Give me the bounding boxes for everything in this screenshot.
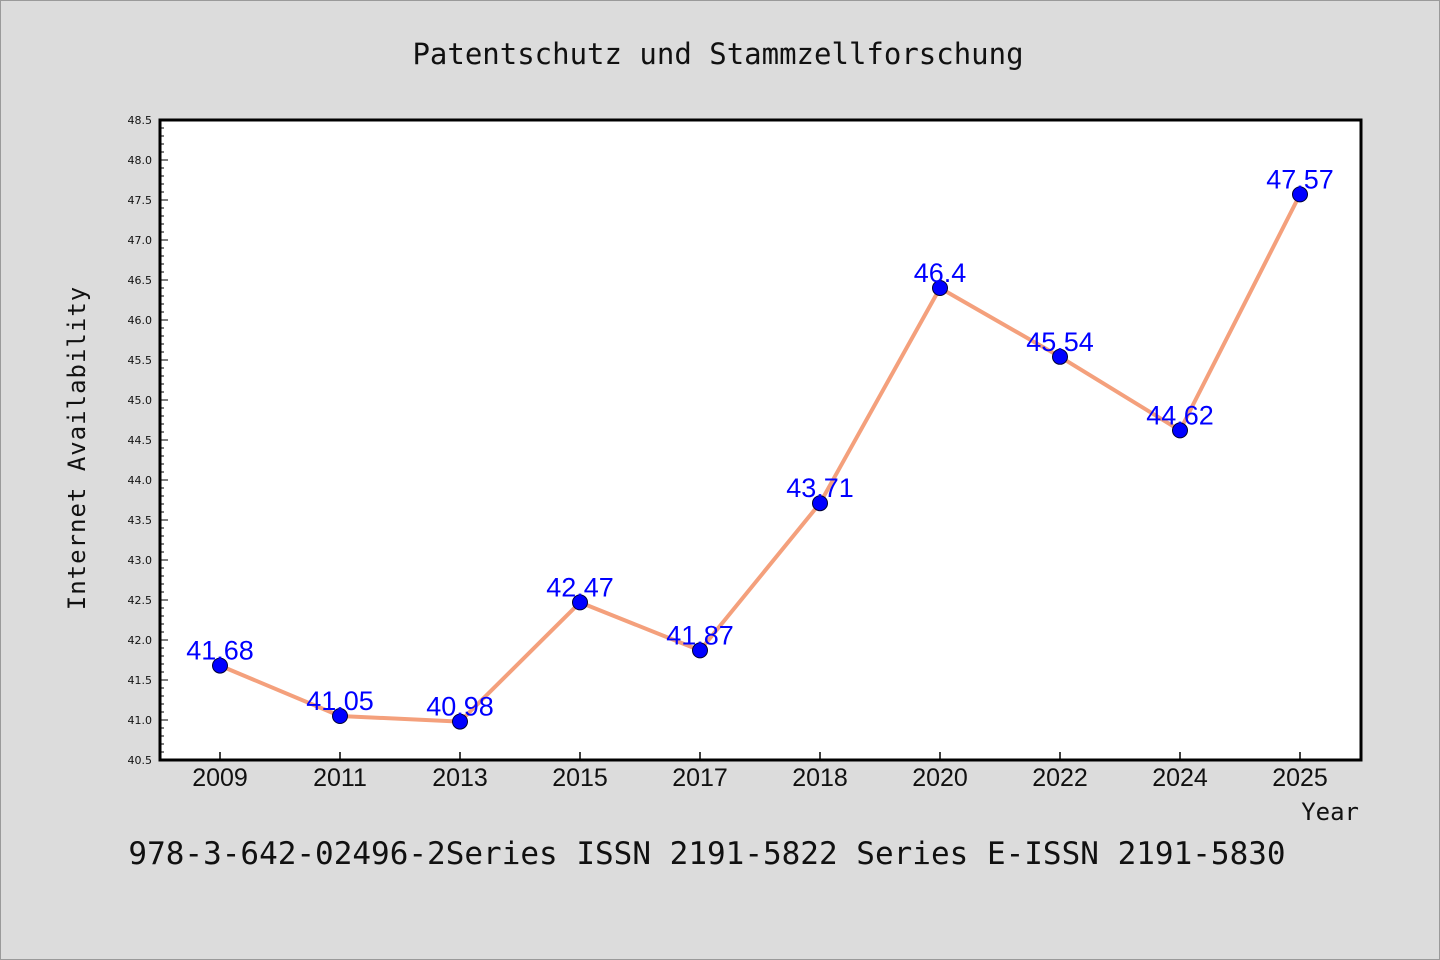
series-group: 41.68 41.05 40.98 42.47 41.87 43.71 46.4 45.54 4…: [186, 164, 1334, 730]
x-tick-label: 2013: [432, 764, 488, 792]
data-label: 41.05: [306, 686, 374, 716]
y-tick-label: 43.0: [128, 554, 153, 567]
x-tick-label: 2020: [912, 764, 968, 792]
data-label: 41.68: [186, 636, 254, 666]
data-point: [1172, 422, 1188, 439]
x-tick-label: 2022: [1032, 764, 1088, 792]
data-label: 46.4: [914, 258, 967, 288]
y-tick-label: 41.5: [128, 674, 153, 687]
data-point: [1052, 348, 1068, 365]
data-point: [452, 713, 468, 730]
x-tick-label: 2024: [1152, 764, 1208, 792]
data-label: 41.87: [666, 620, 734, 650]
data-label: 44.62: [1146, 400, 1214, 430]
x-tick-label: 2017: [672, 764, 728, 792]
y-tick-label: 45.5: [128, 354, 153, 367]
x-tick-label: 2018: [792, 764, 848, 792]
x-tick-label: 2025: [1272, 764, 1328, 792]
x-axis: 2009 2011 2013 2015 2017 2018 2020 2022 2024 2025: [192, 752, 1328, 792]
series-line: [219, 193, 1302, 724]
y-tick-label: 47.0: [128, 234, 153, 247]
y-tick-label: 42.5: [128, 594, 153, 607]
y-tick-label: 41.0: [128, 714, 153, 727]
chart-title: Patentschutz und Stammzellforschung: [412, 37, 1023, 71]
y-axis-label: Internet Availability: [63, 286, 91, 610]
data-label: 45.54: [1026, 327, 1094, 357]
data-point: [932, 280, 948, 296]
data-label: 42.47: [546, 572, 614, 602]
data-point: [1292, 186, 1308, 203]
x-tick-label: 2011: [313, 764, 367, 792]
y-tick-label: 44.5: [128, 434, 153, 447]
data-point: [212, 657, 228, 674]
data-point: [812, 495, 828, 512]
y-tick-label: 44.0: [128, 474, 153, 487]
x-axis-label: Year: [1301, 798, 1359, 826]
y-tick-label: 48.0: [128, 154, 153, 167]
x-tick-label: 2015: [552, 764, 608, 792]
y-tick-label: 46.5: [128, 274, 153, 287]
x-tick-label: 2009: [192, 764, 248, 792]
y-tick-label: 45.0: [128, 394, 153, 407]
plot-area: [158, 118, 1363, 762]
y-tick-label: 43.5: [128, 514, 153, 527]
data-label: 47.57: [1266, 164, 1334, 194]
data-label: 40.98: [426, 692, 494, 722]
data-label: 43.71: [786, 473, 854, 503]
data-point: [572, 594, 588, 611]
data-point: [692, 642, 708, 659]
y-tick-label: 48.5: [128, 114, 153, 127]
data-point: [332, 708, 348, 724]
y-tick-label: 46.0: [128, 314, 153, 327]
footer-text: 978-3-642-02496-2Series ISSN 2191-5822 S…: [128, 836, 1285, 872]
y-axis: 40.5 41.0 41.5 42.0 42.5 43.0 43.5 44.0 44.5 45.0…: [128, 114, 168, 767]
y-tick-label: 47.5: [128, 194, 153, 207]
y-tick-label: 40.5: [128, 754, 153, 767]
y-tick-label: 42.0: [128, 634, 153, 647]
